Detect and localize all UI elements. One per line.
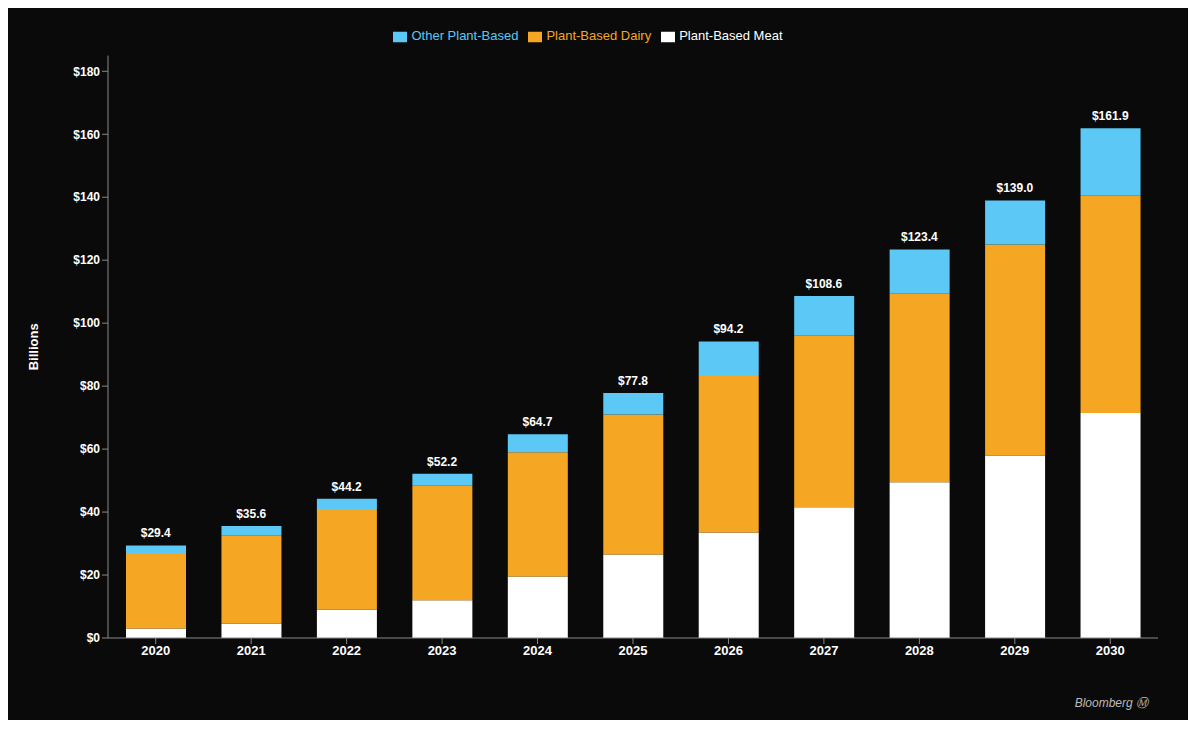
svg-text:2029: 2029 (1000, 643, 1029, 658)
svg-text:2023: 2023 (428, 643, 457, 658)
svg-text:$100: $100 (73, 316, 100, 330)
svg-text:$77.8: $77.8 (618, 374, 648, 388)
svg-text:$180: $180 (73, 65, 100, 79)
svg-text:$80: $80 (80, 379, 100, 393)
svg-text:$120: $120 (73, 253, 100, 267)
svg-text:2028: 2028 (905, 643, 934, 658)
svg-text:2022: 2022 (332, 643, 361, 658)
svg-text:$0: $0 (87, 631, 101, 645)
svg-text:$140: $140 (73, 190, 100, 204)
svg-text:$35.6: $35.6 (236, 507, 266, 521)
html-text:Plant-Based Dairy: Plant-Based Dairy (546, 28, 652, 43)
svg-text:$161.9: $161.9 (1092, 109, 1129, 123)
svg-text:2024: 2024 (523, 643, 553, 658)
svg-text:2030: 2030 (1096, 643, 1125, 658)
svg-text:$44.2: $44.2 (332, 480, 362, 494)
html-text:Plant-Based Meat: Plant-Based Meat (679, 28, 783, 43)
svg-text:2025: 2025 (619, 643, 648, 658)
svg-text:Billions: Billions (26, 323, 41, 370)
html-text:Bloomberg Ⓜ: Bloomberg Ⓜ (1074, 696, 1148, 710)
svg-text:$60: $60 (80, 442, 100, 456)
svg-text:$20: $20 (80, 568, 100, 582)
html-text:Other Plant-Based: Other Plant-Based (411, 28, 519, 43)
svg-text:$139.0: $139.0 (996, 181, 1033, 195)
svg-text:2021: 2021 (237, 643, 266, 658)
svg-text:$64.7: $64.7 (523, 415, 553, 429)
svg-text:$123.4: $123.4 (901, 230, 938, 244)
svg-text:$160: $160 (73, 128, 100, 142)
svg-text:2026: 2026 (714, 643, 743, 658)
svg-text:2020: 2020 (141, 643, 170, 658)
svg-text:$108.6: $108.6 (806, 277, 843, 291)
svg-text:2027: 2027 (809, 643, 838, 658)
svg-text:$94.2: $94.2 (713, 322, 743, 336)
svg-text:$52.2: $52.2 (427, 455, 457, 469)
svg-text:$40: $40 (80, 505, 100, 519)
svg-text:$29.4: $29.4 (141, 526, 171, 540)
